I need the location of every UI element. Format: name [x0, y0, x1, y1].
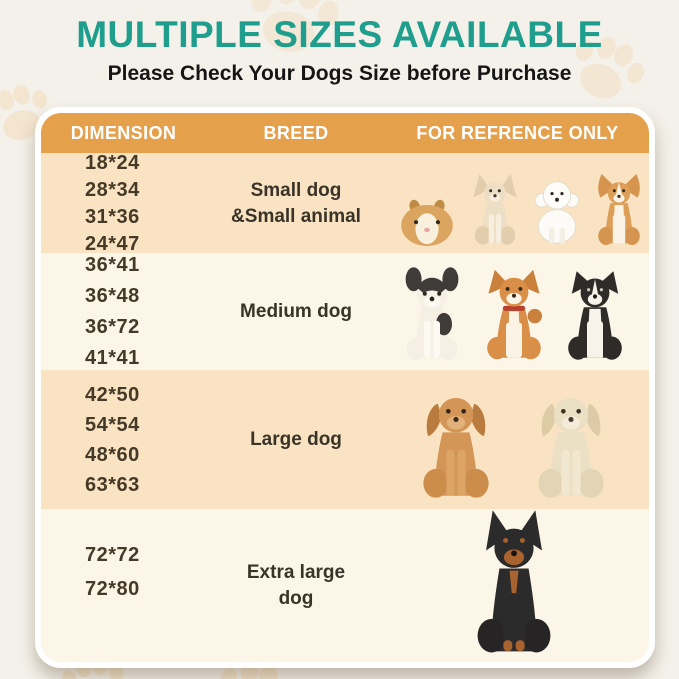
column-header-breed: BREED — [263, 122, 329, 143]
guinea-pig-icon — [401, 199, 453, 247]
dimension-value: 48*60 — [85, 443, 140, 466]
dimension-value: 72*80 — [85, 577, 140, 600]
reference-images — [386, 153, 649, 254]
breed-line: dog — [278, 587, 314, 609]
page-title: MULTIPLE SIZES AVAILABLE — [76, 14, 603, 55]
reference-images — [386, 509, 649, 662]
dimension-list: 36*41 36*48 36*72 41*41 — [41, 253, 206, 370]
table-row-large: 42*50 54*54 48*60 63*63 Large dog — [41, 370, 649, 509]
column-header-reference: FOR REFRENCE ONLY — [416, 122, 619, 143]
corgi-icon — [598, 174, 640, 246]
dimension-value: 42*50 — [85, 383, 140, 406]
breed-line: Medium dog — [240, 300, 352, 322]
breed-line: &Small animal — [231, 205, 361, 227]
dimension-value: 36*48 — [85, 285, 140, 307]
dimension-value: 36*72 — [85, 316, 140, 338]
breed-label: Medium dog — [206, 253, 386, 370]
doberman-icon — [477, 510, 550, 653]
dimension-list: 18*24 28*34 31*36 24*47 — [41, 153, 206, 254]
dimension-value: 54*54 — [85, 413, 140, 436]
shiba-inu-icon — [486, 269, 542, 360]
french-bulldog-icon — [405, 267, 459, 361]
dimension-value: 41*41 — [85, 347, 140, 369]
golden-retriever-icon — [423, 397, 489, 498]
page-subtitle: Please Check Your Dogs Size before Purch… — [107, 62, 572, 85]
reference-images — [386, 370, 649, 509]
dimension-value: 36*41 — [85, 254, 140, 276]
breed-line: Extra large — [246, 561, 346, 583]
table-row-extra-large: 72*72 72*80 Extra large dog — [41, 509, 649, 662]
size-table-card: DIMENSION BREED FOR REFRENCE ONLY 18*24 … — [35, 107, 655, 668]
table-header-row: DIMENSION BREED FOR REFRENCE ONLY — [41, 113, 649, 153]
bichon-frise-icon — [534, 181, 580, 244]
breed-label: Large dog — [206, 370, 386, 509]
breed-line: Large dog — [250, 428, 342, 450]
dimension-value: 28*34 — [85, 179, 140, 201]
dimension-value: 72*72 — [85, 543, 140, 566]
reference-images — [386, 253, 649, 370]
table-row-medium: 36*41 36*48 36*72 41*41 Medium dog — [41, 253, 649, 370]
dimension-value: 63*63 — [85, 473, 140, 496]
table-row-small: 18*24 28*34 31*36 24*47 Small dog &Small… — [41, 153, 649, 254]
dimension-value: 31*36 — [85, 206, 140, 228]
breed-label: Extra large dog — [206, 509, 386, 662]
dimension-value: 24*47 — [85, 233, 140, 255]
breed-line: Small dog — [250, 179, 342, 201]
border-collie-icon — [568, 271, 623, 360]
breed-label: Small dog &Small animal — [206, 153, 386, 254]
column-header-dimension: DIMENSION — [70, 122, 177, 143]
chihuahua-icon — [473, 174, 517, 245]
dimension-list: 42*50 54*54 48*60 63*63 — [41, 370, 206, 509]
dimension-value: 18*24 — [85, 152, 140, 174]
labrador-icon — [538, 397, 604, 498]
dimension-list: 72*72 72*80 — [41, 509, 206, 662]
